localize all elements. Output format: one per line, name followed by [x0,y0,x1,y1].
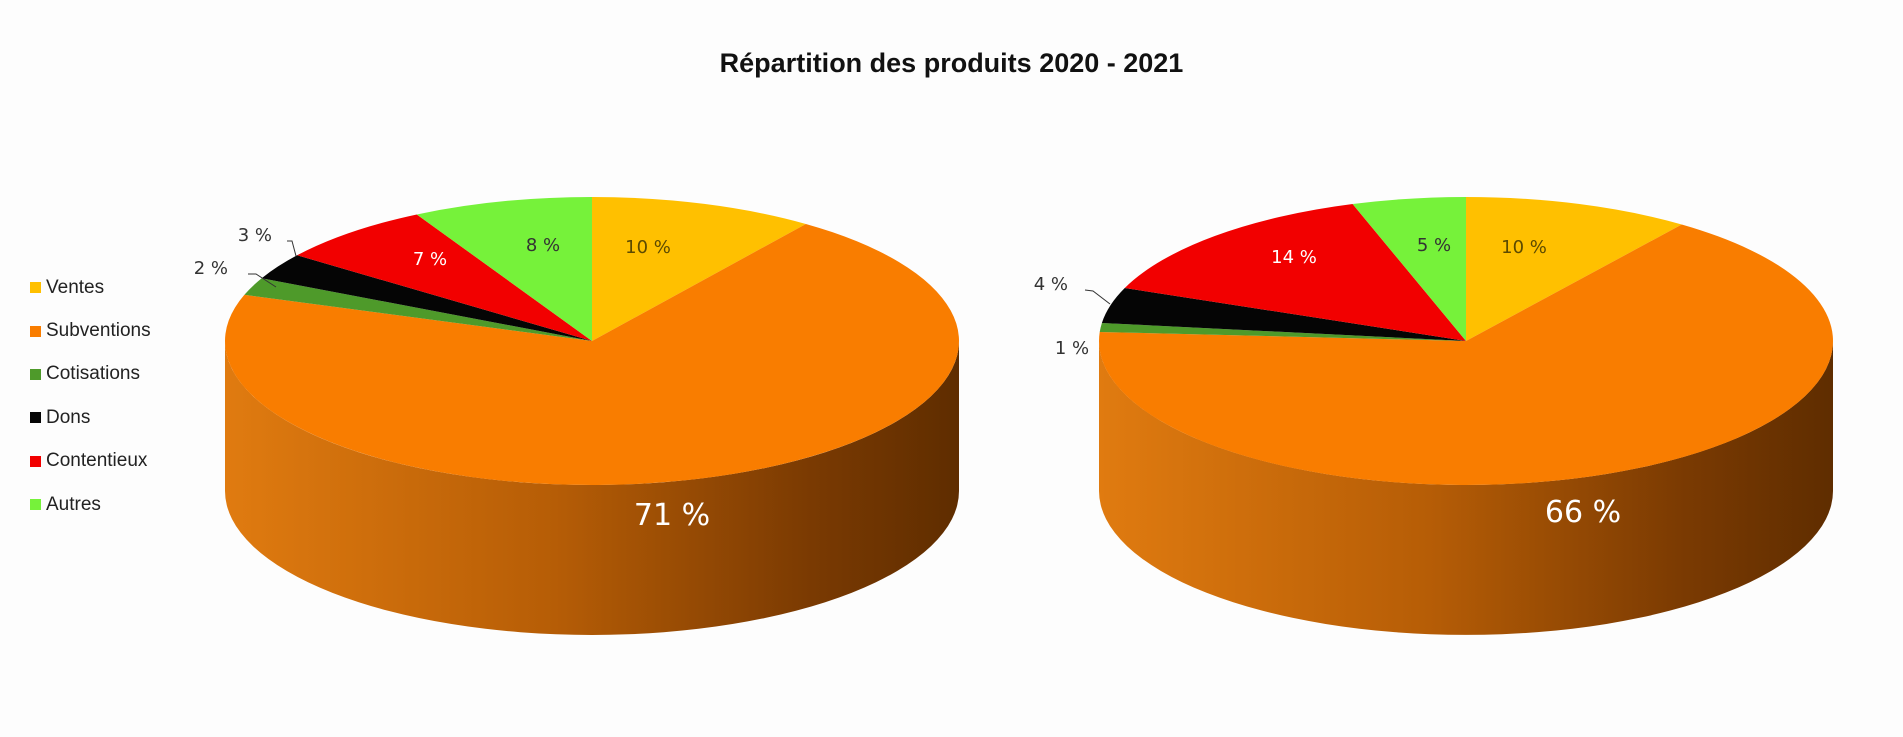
slice-ventes [1466,197,1682,341]
legend-label: Ventes [46,276,105,298]
leader-line [248,273,277,288]
slice-cotisations [1099,322,1466,341]
data-label: 4 % [1034,274,1068,295]
legend-swatch [30,455,41,467]
data-label: 2 % [194,258,228,279]
slice-contentieux [1124,204,1466,341]
legend-swatch [30,368,41,380]
legend-item-contentieux: Contentieux [30,440,151,483]
legend-item-subventions: Subventions [30,309,151,352]
legend-label: Dons [46,406,91,428]
legend-item-ventes: Ventes [30,266,151,309]
legend-swatch [30,499,41,511]
data-label: 66 % [1545,495,1621,530]
slice-dons [1101,287,1466,341]
legend-label: Cotisations [46,363,140,385]
legend-label: Subventions [46,320,151,342]
legend-swatch [30,412,41,424]
legend-item-autres: Autres [30,483,151,526]
legend-label: Autres [46,493,101,515]
data-label: 7 % [413,249,447,270]
legend-label: Contentieux [46,450,148,472]
slice-autres [1352,197,1466,341]
slice-autres [416,197,592,341]
data-label: 1 % [1055,338,1089,359]
pie-side [225,341,959,635]
legend-swatch [30,282,41,294]
legend-swatch [30,325,41,337]
data-label: 10 % [1501,237,1547,258]
pie-side [1099,341,1833,635]
slice-subventions [225,223,960,485]
data-label: 5 % [1417,235,1451,256]
chart-title: Répartition des produits 2020 - 2021 [719,48,1184,78]
data-label: 3 % [238,225,272,246]
slice-cotisations [244,278,592,341]
leader-line [1084,289,1111,305]
pie-1: 10 % 71 % 2 % 3 % 7 % 8 % [194,197,960,635]
legend-item-dons: Dons [30,396,151,439]
data-label: 71 % [634,498,710,533]
slice-contentieux [297,214,592,341]
leader-line [287,240,297,257]
data-label: 8 % [526,235,560,256]
data-label: 14 % [1271,247,1317,268]
legend: Ventes Subventions Cotisations Dons Cont… [30,266,151,526]
slice-ventes [592,197,806,341]
slice-dons [261,255,592,341]
data-label: 10 % [625,237,671,258]
slice-subventions [1098,224,1834,486]
legend-item-cotisations: Cotisations [30,353,151,396]
pie-2: 10 % 66 % 1 % 4 % 14 % 5 % [1034,197,1834,635]
